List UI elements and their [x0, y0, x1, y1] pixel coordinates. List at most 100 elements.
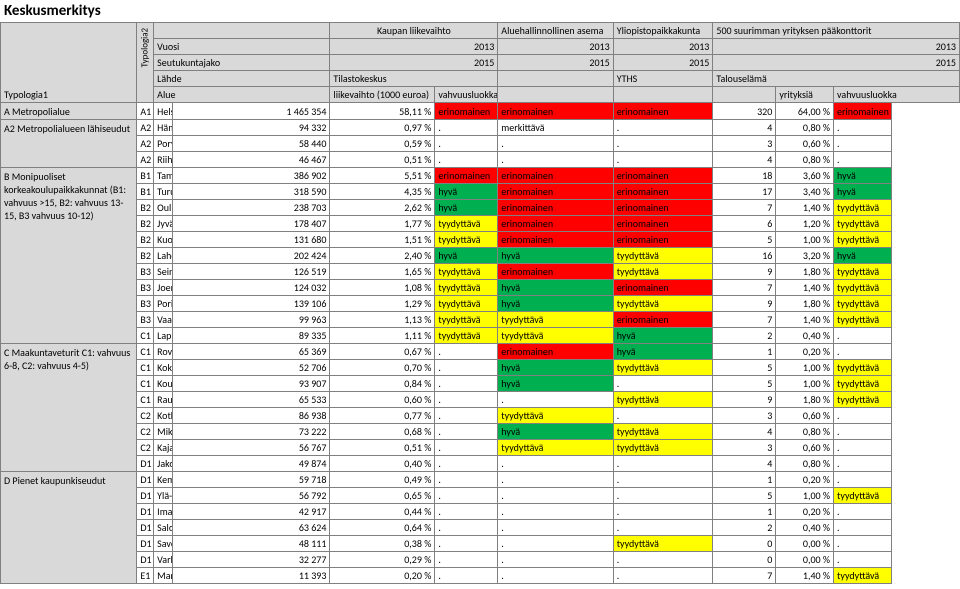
row-liik: 32 277	[173, 552, 330, 568]
row-code: B1	[137, 168, 154, 184]
row-vl1: 0,29 %	[330, 552, 435, 568]
row-vl1: 0,65 %	[330, 488, 435, 504]
row-liik: 178 407	[173, 216, 330, 232]
row-end: tyydyttävä	[834, 360, 892, 376]
h-vuosi: Vuosi	[154, 39, 330, 55]
row-yr: 2	[713, 328, 776, 344]
row-code: C2	[137, 408, 154, 424]
row-alue: Kuopion seutukunta	[154, 232, 173, 248]
row-alue: Turun seutukunta	[154, 184, 173, 200]
h-y2013a: 2013	[330, 39, 498, 55]
row-ah: tyydyttävä	[435, 280, 498, 296]
row-vl1: 0,59 %	[330, 136, 435, 152]
row-alue: Riihimäen seutukunta	[154, 152, 173, 168]
row-liik: 139 106	[173, 296, 330, 312]
row-y5: .	[613, 504, 713, 520]
row-liik: 49 874	[173, 456, 330, 472]
table-row: D Pienet kaupunkiseudutD1Kemi-Tornion se…	[1, 472, 960, 488]
row-code: A2	[137, 152, 154, 168]
row-y5: tyydyttävä	[613, 360, 713, 376]
row-liik: 65 369	[173, 344, 330, 360]
h-y500: 500 suurimman yrityksen pääkonttorit	[713, 23, 960, 39]
row-ah: erinomainen	[435, 103, 498, 120]
row-vl2: 1,20 %	[776, 216, 834, 232]
row-yr: 3	[713, 408, 776, 424]
row-alue: Helsingin seutukunta	[154, 103, 173, 120]
row-end: tyydyttävä	[834, 232, 892, 248]
row-alue: Hämeenlinnan seutukunta	[154, 120, 173, 136]
h-y2015a: 2015	[330, 55, 498, 71]
row-yp: hyvä	[498, 424, 613, 440]
row-liik: 59 718	[173, 472, 330, 488]
row-vl1: 0,51 %	[330, 152, 435, 168]
h-lahde: Lähde	[154, 71, 330, 87]
table-row: A2 Metropolialueen lähiseudutA2Hämeenlin…	[1, 120, 960, 136]
table-row: D1Imatran seutukunta42 9170,44 %...10,20…	[1, 504, 960, 520]
row-code: D1	[137, 536, 154, 552]
row-y5: .	[613, 456, 713, 472]
row-yr: 9	[713, 392, 776, 408]
row-yp: hyvä	[498, 360, 613, 376]
row-end: .	[834, 504, 892, 520]
row-yr: 7	[713, 568, 776, 584]
row-yp: .	[498, 568, 613, 584]
row-code: D1	[137, 456, 154, 472]
row-alue: Porvoon seutukunta	[154, 136, 173, 152]
row-ah: .	[435, 472, 498, 488]
row-end: tyydyttävä	[834, 264, 892, 280]
row-vl2: 0,60 %	[776, 136, 834, 152]
row-y5: .	[613, 376, 713, 392]
table-row: D1Jakobstadsregionen49 8740,40 %...40,80…	[1, 456, 960, 472]
row-alue: Lahden seutukunta	[154, 248, 173, 264]
row-vl1: 2,40 %	[330, 248, 435, 264]
row-y5: erinomainen	[613, 216, 713, 232]
row-vl2: 0,20 %	[776, 472, 834, 488]
h-y2013c: 2013	[613, 39, 713, 55]
row-yp: hyvä	[498, 248, 613, 264]
row-end: .	[834, 152, 892, 168]
row-alue: Vaasan seutukunta	[154, 312, 173, 328]
row-ah: .	[435, 440, 498, 456]
row-vl2: 0,80 %	[776, 120, 834, 136]
table-row: B2Jyväskylän seutukunta178 4071,77 %tyyd…	[1, 216, 960, 232]
row-code: C2	[137, 440, 154, 456]
row-alue: Kokkolan seutukunta	[154, 360, 173, 376]
row-y5: .	[613, 552, 713, 568]
row-vl2: 0,00 %	[776, 536, 834, 552]
row-yr: 1	[713, 344, 776, 360]
table-row: B2Lahden seutukunta202 4242,40 %hyvähyvä…	[1, 248, 960, 264]
row-y5: tyydyttävä	[613, 440, 713, 456]
row-liik: 202 424	[173, 248, 330, 264]
h-y2013b: 2013	[498, 39, 613, 55]
row-code: C1	[137, 328, 154, 344]
row-yr: 5	[713, 232, 776, 248]
row-vl1: 0,51 %	[330, 440, 435, 456]
h-y2015c: 2015	[613, 55, 713, 71]
row-vl2: 3,20 %	[776, 248, 834, 264]
table-row: A2Riihimäen seutukunta46 4670,51 %...40,…	[1, 152, 960, 168]
row-vl2: 1,40 %	[776, 200, 834, 216]
row-liik: 46 467	[173, 152, 330, 168]
h-yths: YTHS	[613, 71, 713, 87]
row-y5: tyydyttävä	[613, 424, 713, 440]
row-code: B3	[137, 296, 154, 312]
row-vl1: 2,62 %	[330, 200, 435, 216]
row-y5: erinomainen	[613, 312, 713, 328]
h-liikevaihto: Kaupan liikevaihto	[330, 23, 498, 39]
row-y5: .	[613, 568, 713, 584]
row-yp: .	[498, 152, 613, 168]
table-row: A2Porvoon seutukunta58 4400,59 %...30,60…	[1, 136, 960, 152]
row-vl2: 0,00 %	[776, 552, 834, 568]
row-yr: 0	[713, 536, 776, 552]
row-ah: .	[435, 360, 498, 376]
h-seutu: Seutukuntajako	[154, 55, 330, 71]
row-vl1: 1,51 %	[330, 232, 435, 248]
row-vl2: 1,00 %	[776, 232, 834, 248]
row-vl1: 1,77 %	[330, 216, 435, 232]
row-yr: 7	[713, 312, 776, 328]
row-end: tyydyttävä	[834, 568, 892, 584]
row-alue: Joensuun seutukunta	[154, 280, 173, 296]
row-end: .	[834, 136, 892, 152]
row-liik: 65 533	[173, 392, 330, 408]
row-end: tyydyttävä	[834, 392, 892, 408]
